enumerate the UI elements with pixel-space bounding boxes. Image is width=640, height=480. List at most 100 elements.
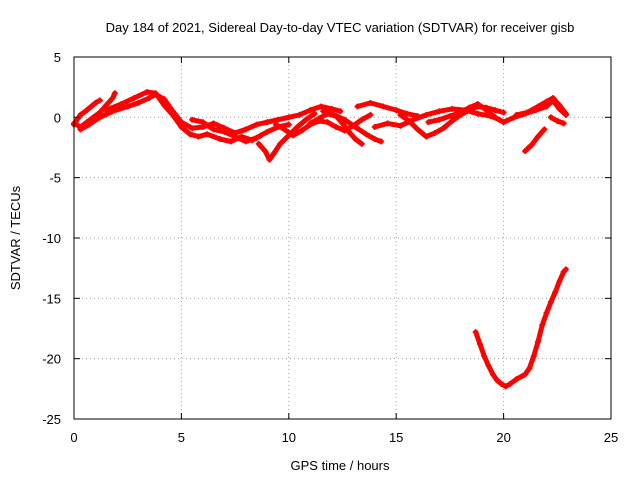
x-tick-label: 0 bbox=[70, 430, 77, 445]
data-point bbox=[562, 110, 569, 117]
data-point bbox=[367, 111, 374, 118]
data-point bbox=[446, 113, 453, 120]
data-point bbox=[352, 136, 359, 143]
data-point bbox=[330, 111, 337, 118]
data-point bbox=[500, 119, 507, 126]
series-line bbox=[522, 126, 547, 154]
y-tick-label: -10 bbox=[42, 231, 61, 246]
data-point bbox=[294, 123, 301, 130]
data-point bbox=[547, 298, 554, 305]
data-point bbox=[328, 105, 335, 112]
data-point bbox=[363, 131, 370, 138]
data-point bbox=[474, 101, 481, 108]
data-point bbox=[397, 111, 404, 118]
series-track-f bbox=[255, 110, 318, 163]
data-point bbox=[526, 365, 533, 372]
data-point bbox=[152, 90, 159, 97]
data-point bbox=[285, 114, 292, 121]
data-point bbox=[534, 133, 541, 140]
data-point bbox=[210, 126, 217, 133]
data-point bbox=[324, 119, 331, 126]
data-point bbox=[406, 117, 413, 124]
data-point bbox=[556, 278, 563, 285]
series-line bbox=[425, 97, 569, 125]
data-point bbox=[169, 111, 176, 118]
data-point bbox=[403, 110, 410, 117]
y-tick-label: 5 bbox=[54, 50, 61, 65]
y-tick-label: -5 bbox=[49, 171, 61, 186]
data-point bbox=[425, 119, 432, 126]
data-point bbox=[552, 289, 559, 296]
data-point bbox=[131, 95, 138, 102]
data-point bbox=[253, 134, 260, 141]
data-point bbox=[255, 140, 262, 147]
x-axis-label: GPS time / hours bbox=[291, 458, 390, 473]
series-line bbox=[189, 117, 292, 144]
data-point bbox=[457, 109, 464, 116]
data-point bbox=[242, 138, 249, 145]
data-point bbox=[528, 142, 535, 149]
data-point bbox=[436, 108, 443, 115]
data-point bbox=[431, 130, 438, 137]
data-point bbox=[550, 95, 557, 102]
data-point bbox=[397, 122, 404, 129]
series-track-p bbox=[522, 126, 548, 155]
data-point bbox=[77, 126, 84, 133]
data-point bbox=[393, 107, 400, 114]
data-point bbox=[440, 125, 447, 132]
data-point bbox=[266, 156, 273, 163]
data-point bbox=[449, 117, 456, 124]
y-tick-label: -15 bbox=[42, 291, 61, 306]
x-tick-label: 25 bbox=[604, 430, 618, 445]
data-point bbox=[522, 371, 529, 378]
data-point bbox=[96, 114, 103, 121]
data-point bbox=[485, 362, 492, 369]
data-point bbox=[111, 90, 118, 97]
data-point bbox=[281, 126, 288, 133]
data-point bbox=[524, 109, 531, 116]
data-point bbox=[380, 103, 387, 110]
data-point bbox=[352, 123, 359, 130]
series-track-q bbox=[472, 266, 569, 390]
data-point bbox=[481, 353, 488, 360]
data-point bbox=[217, 136, 224, 143]
data-point bbox=[494, 377, 501, 384]
data-point bbox=[541, 126, 548, 133]
data-point bbox=[320, 108, 327, 115]
data-point bbox=[307, 107, 314, 114]
data-point bbox=[513, 376, 520, 383]
data-point bbox=[86, 121, 93, 128]
data-point bbox=[483, 107, 490, 114]
data-point bbox=[264, 128, 271, 135]
data-point bbox=[77, 111, 84, 118]
series-track-a bbox=[71, 97, 103, 128]
data-point bbox=[186, 131, 193, 138]
data-point bbox=[296, 111, 303, 118]
data-point bbox=[492, 107, 499, 114]
data-point bbox=[315, 115, 322, 122]
data-point bbox=[311, 110, 318, 117]
data-point bbox=[109, 95, 116, 102]
data-point bbox=[472, 329, 479, 336]
data-point bbox=[253, 121, 260, 128]
data-point bbox=[554, 117, 561, 124]
data-point bbox=[83, 107, 90, 114]
data-point bbox=[264, 119, 271, 126]
data-point bbox=[298, 127, 305, 134]
data-point bbox=[232, 133, 239, 140]
data-point bbox=[562, 266, 569, 273]
data-point bbox=[118, 101, 125, 108]
data-point bbox=[492, 114, 499, 121]
data-point bbox=[345, 128, 352, 135]
data-point bbox=[277, 140, 284, 147]
x-tick-label: 5 bbox=[178, 430, 185, 445]
data-point bbox=[534, 338, 541, 345]
data-point bbox=[371, 136, 378, 143]
data-point bbox=[498, 381, 505, 388]
x-tick-label: 20 bbox=[496, 430, 510, 445]
data-point bbox=[285, 121, 292, 128]
y-tick-label: 0 bbox=[54, 110, 61, 125]
x-tick-label: 15 bbox=[389, 430, 403, 445]
data-point bbox=[371, 123, 378, 130]
